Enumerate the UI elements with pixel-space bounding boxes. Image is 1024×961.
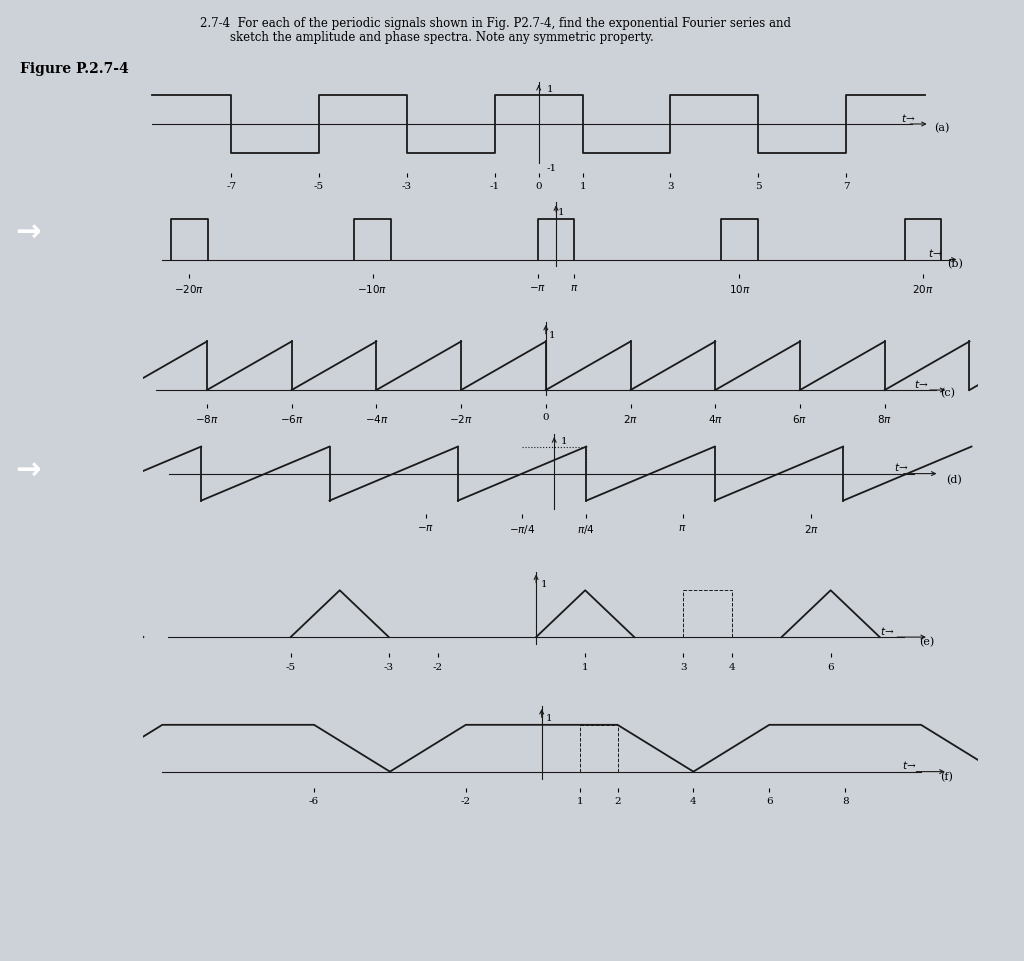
Text: (e): (e) (919, 637, 934, 648)
Text: $t$→: $t$→ (880, 625, 894, 637)
Text: -1: -1 (547, 163, 557, 173)
Text: $t$→: $t$→ (901, 111, 915, 124)
Text: (f): (f) (940, 772, 953, 782)
Text: 1: 1 (547, 85, 553, 93)
Text: (c): (c) (940, 388, 954, 399)
Text: 1: 1 (549, 331, 555, 339)
Text: 1: 1 (558, 209, 564, 217)
Text: 1: 1 (560, 437, 567, 447)
Text: $t$→: $t$→ (895, 461, 909, 474)
Text: (b): (b) (947, 259, 963, 269)
Text: Figure P.2.7-4: Figure P.2.7-4 (20, 62, 129, 77)
Text: (a): (a) (934, 123, 949, 134)
Text: sketch the amplitude and phase spectra. Note any symmetric property.: sketch the amplitude and phase spectra. … (200, 31, 653, 44)
Text: 1: 1 (541, 579, 548, 588)
Text: →: → (15, 218, 41, 248)
Text: 2.7-4  For each of the periodic signals shown in Fig. P2.7-4, find the exponenti: 2.7-4 For each of the periodic signals s… (200, 17, 791, 31)
Text: $t$→: $t$→ (914, 378, 929, 389)
Text: 1: 1 (546, 714, 552, 723)
Text: $t$→: $t$→ (929, 247, 943, 259)
Text: $t$→: $t$→ (902, 759, 916, 772)
Text: (d): (d) (946, 475, 962, 485)
Text: →: → (15, 456, 41, 485)
